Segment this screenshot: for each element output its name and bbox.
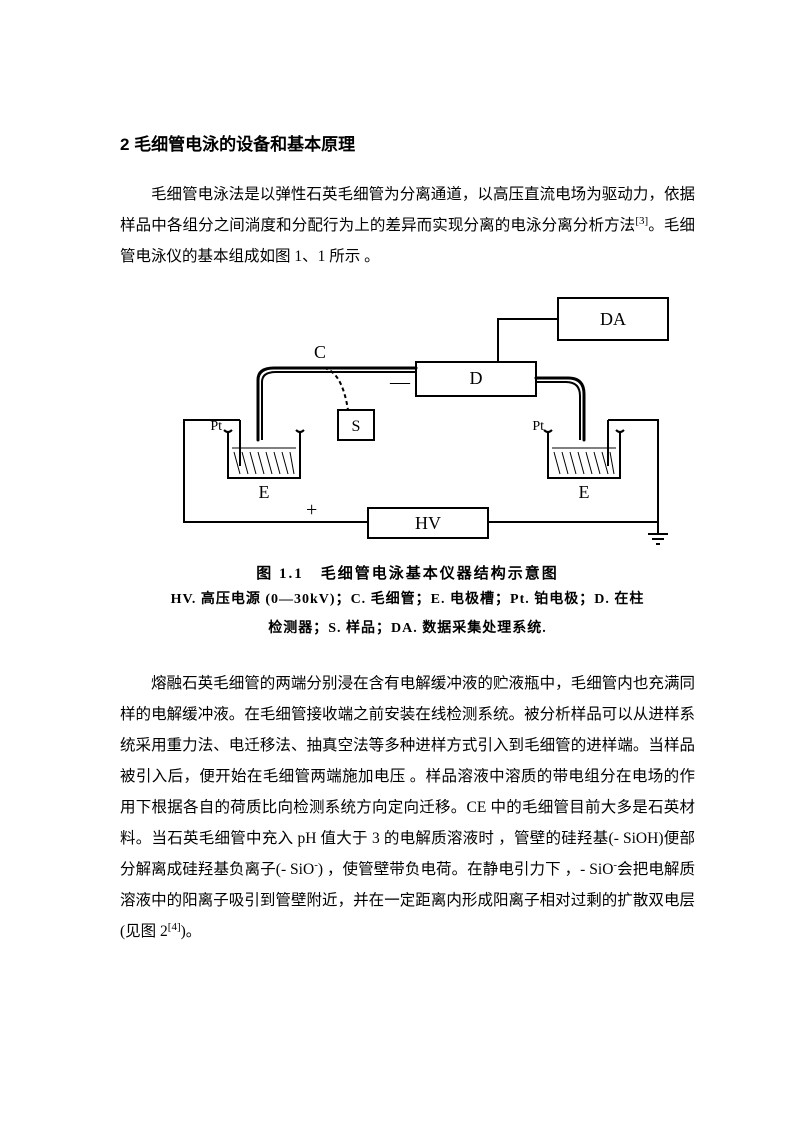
caption-legend-1: HV. 高压电源 (0—30kV)；C. 毛细管；E. 电极槽；Pt. 铂电极；… xyxy=(120,587,695,612)
label-minus: — xyxy=(389,371,411,393)
para2-text-d: )。 xyxy=(181,923,202,940)
paragraph-1: 毛细管电泳法是以弹性石英毛细管为分离通道，以高压直流电场为驱动力，依据样品中各组… xyxy=(120,179,695,272)
label-e-right: E xyxy=(578,482,589,502)
label-e-left: E xyxy=(258,482,269,502)
label-hv: HV xyxy=(415,513,441,533)
label-pt-right: Pt xyxy=(532,419,544,434)
caption-legend-2: 检测器；S. 样品；DA. 数据采集处理系统. xyxy=(120,616,695,641)
para2-text-a: 熔融石英毛细管的两端分别浸在含有电解缓冲液的贮液瓶中，毛细管内也充满同样的电解缓… xyxy=(120,675,695,878)
para2-text-b: ) ，使管壁带负电荷。在静电引力下 ，- SiO xyxy=(318,861,614,878)
figure-caption: 图 1.1 毛细管电泳基本仪器结构示意图 HV. 高压电源 (0—30kV)；C… xyxy=(120,562,695,641)
ce-instrument-diagram: DA D C — S xyxy=(128,290,688,550)
para1-citation: [3] xyxy=(635,215,648,227)
right-beaker: Pt E xyxy=(532,419,624,502)
label-s: S xyxy=(351,418,360,435)
figure-1-1: DA D C — S xyxy=(120,290,695,550)
label-plus: + xyxy=(306,499,317,521)
paragraph-2: 熔融石英毛细管的两端分别浸在含有电解缓冲液的贮液瓶中，毛细管内也充满同样的电解缓… xyxy=(120,668,695,947)
label-d: D xyxy=(469,368,482,388)
caption-title: 图 1.1 毛细管电泳基本仪器结构示意图 xyxy=(120,562,695,583)
label-pt-left: Pt xyxy=(210,419,222,434)
para1-text-a: 毛细管电泳法是以弹性石英毛细管为分离通道，以高压直流电场为驱动力，依据样品中各组… xyxy=(120,186,695,234)
para2-sup-c: [4] xyxy=(168,921,181,933)
section-heading: 2 毛细管电泳的设备和基本原理 xyxy=(120,130,695,155)
label-c: C xyxy=(313,342,325,362)
label-da: DA xyxy=(600,309,626,329)
